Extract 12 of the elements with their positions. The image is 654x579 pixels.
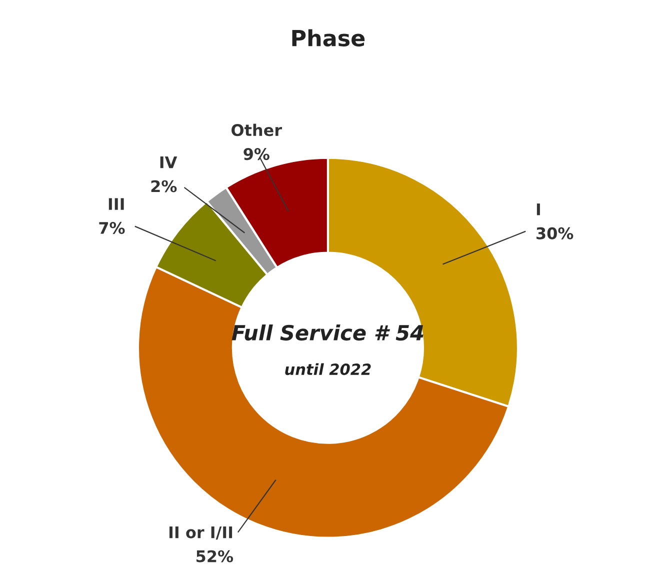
data-label: 52% bbox=[196, 550, 234, 562]
chart-title: Phase bbox=[292, 29, 365, 46]
text: until 2022 bbox=[285, 363, 371, 376]
slice-label: II or I/II bbox=[169, 526, 232, 540]
data-label: 7% bbox=[99, 222, 125, 234]
data-label: 9% bbox=[244, 148, 270, 160]
data-label: 30% bbox=[536, 227, 574, 240]
slice-label: III bbox=[108, 198, 124, 210]
slice-label: Other bbox=[232, 124, 282, 136]
data-label: 2% bbox=[151, 180, 177, 192]
slice-label: I bbox=[536, 204, 540, 216]
slice-label: IV bbox=[160, 156, 178, 168]
